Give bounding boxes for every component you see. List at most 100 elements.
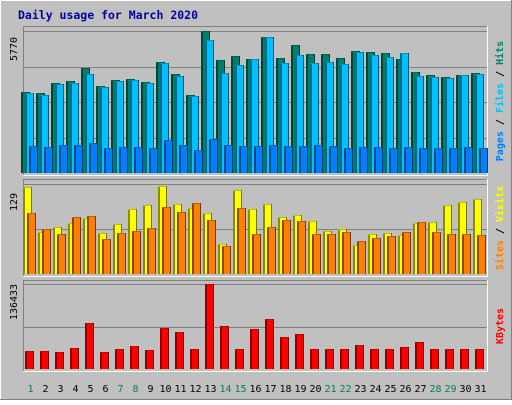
bar-edge <box>125 233 126 274</box>
bar-edge <box>110 239 111 274</box>
bar-shade <box>297 221 299 274</box>
bar-edge <box>52 147 53 173</box>
bar-pages-fill <box>479 148 488 173</box>
bar-pages-fill <box>299 146 308 173</box>
bar-shade <box>188 208 190 274</box>
bar-shade <box>160 328 162 369</box>
bar-top <box>100 87 109 88</box>
bar-edge <box>468 75 469 173</box>
bar-sites-fill <box>297 221 306 274</box>
bar-shade <box>40 351 42 369</box>
bar-shade <box>126 79 128 173</box>
bar-edge <box>453 349 454 369</box>
bar-edge <box>183 76 184 173</box>
bar-top <box>145 83 154 84</box>
bar-edge <box>157 148 158 173</box>
bar-files-fill <box>40 95 49 173</box>
bar-shade <box>156 62 158 173</box>
bar-shade <box>282 220 284 274</box>
bar-edge <box>363 52 364 173</box>
bar-edge <box>215 220 216 274</box>
bar-top <box>40 95 49 96</box>
bar-top <box>434 148 443 149</box>
bar-kbytes-fill <box>175 332 184 369</box>
bar-shade <box>359 147 361 173</box>
bar-edge <box>487 148 488 173</box>
bar-shade <box>237 208 239 274</box>
bar-top <box>171 74 180 75</box>
bar-sites-fill <box>132 231 141 274</box>
bar-shade <box>329 146 331 173</box>
bar-shade <box>402 232 404 274</box>
bar-shade <box>432 232 434 274</box>
bar-shade <box>36 93 38 173</box>
bar-edge <box>380 238 381 274</box>
bar-edge <box>438 349 439 369</box>
bar-edge <box>427 148 428 173</box>
bar-shade <box>314 145 316 173</box>
series-legend: Sites / Visits <box>494 186 506 270</box>
x-tick-label: 2 <box>42 384 48 395</box>
bar-shade <box>344 148 346 173</box>
bar-top <box>233 190 242 191</box>
chart-title: Daily usage for March 2020 <box>18 8 198 22</box>
bar-shade <box>327 234 329 274</box>
bar-shade <box>207 220 209 274</box>
bar-files-fill <box>100 87 109 173</box>
bar-files-fill <box>430 77 439 173</box>
x-tick-label: 10 <box>159 384 171 395</box>
x-tick-label: 3 <box>57 384 63 395</box>
bar-edge <box>123 81 124 173</box>
bar-shade <box>310 63 312 173</box>
bar-shade <box>38 232 40 274</box>
bar-sites <box>87 216 96 274</box>
bar-shade <box>179 145 181 173</box>
bar-kbytes <box>100 352 109 369</box>
bar-shade <box>336 58 338 173</box>
bar-top <box>205 40 214 41</box>
bar-pages <box>284 146 293 173</box>
bar-shade <box>145 350 147 369</box>
bar-kbytes-fill <box>445 349 454 369</box>
bar-pages-fill <box>179 145 188 173</box>
bar-pages-fill <box>284 146 293 173</box>
bar-sites-fill <box>387 236 396 274</box>
bar-top <box>156 62 165 63</box>
bar-top <box>235 349 244 350</box>
bar-files <box>340 64 349 173</box>
bar-top <box>443 205 452 206</box>
bar-kbytes <box>160 328 169 369</box>
bar-edge <box>170 207 171 274</box>
bar-pages-fill <box>149 148 158 173</box>
bar-edge <box>172 140 173 173</box>
bar-top <box>400 53 409 54</box>
bar-shade <box>265 37 267 173</box>
bar-shade <box>325 62 327 173</box>
bar-shade <box>342 232 344 274</box>
bar-shade <box>130 346 132 369</box>
bar-pages <box>389 148 398 173</box>
bar-pages <box>464 147 473 173</box>
bar-top <box>85 323 94 324</box>
bar-top <box>186 95 195 96</box>
bar-files <box>475 74 484 173</box>
bar-top <box>385 57 394 58</box>
chart-panels: 5770 Pages / Files / Hits 129 Sites / Visit… <box>9 26 506 372</box>
bar-edge <box>303 334 304 369</box>
bar-sites <box>57 234 66 274</box>
bar-edge <box>50 229 51 274</box>
bar-kbytes <box>85 323 94 369</box>
bar-edge <box>333 349 334 369</box>
bar-top <box>21 92 30 93</box>
bar-top <box>130 80 139 81</box>
bar-top <box>402 232 411 233</box>
bar-edge <box>48 351 49 369</box>
bar-top <box>370 349 379 350</box>
bar-top <box>74 145 83 146</box>
bar-shade <box>222 246 224 274</box>
bar-edge <box>288 63 289 173</box>
bar-sites <box>387 236 396 274</box>
bar-edge <box>202 150 203 173</box>
bar-shade <box>411 72 413 173</box>
